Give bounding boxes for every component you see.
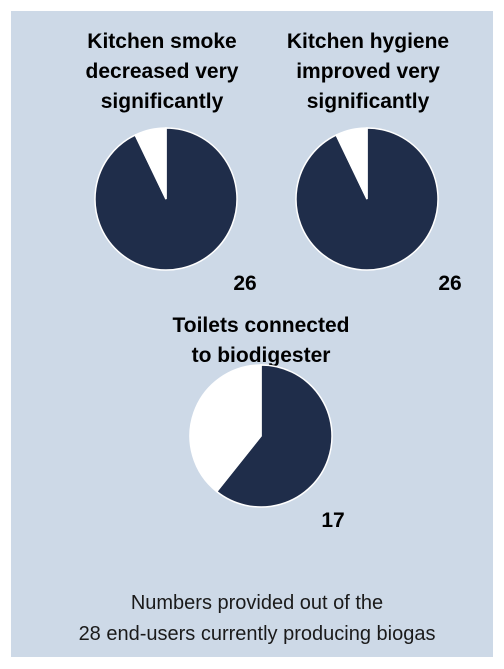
pie-title-line: to biodigester xyxy=(192,344,331,367)
pie-slices xyxy=(189,364,333,508)
pie-title-line: Toilets connected xyxy=(173,314,350,337)
pie-data-label: 26 xyxy=(438,272,461,295)
pie-slices xyxy=(295,127,439,271)
pie-data-label: 26 xyxy=(233,272,256,295)
pie-data-label: 17 xyxy=(321,509,344,532)
pie-title-line: significantly xyxy=(307,90,430,113)
pie-slice-no xyxy=(189,364,262,493)
pie-chart-kitchen-smoke: Kitchen smoke decreased very significant… xyxy=(86,30,257,295)
footnote-line-2: 28 end-users currently producing biogas xyxy=(79,623,436,645)
pie-slice-yes xyxy=(215,364,333,508)
footnote-line-1: Numbers provided out of the xyxy=(131,592,383,614)
pie-title-line: significantly xyxy=(101,90,224,113)
pie-title-line: improved very xyxy=(296,60,440,83)
pie-title-line: Kitchen hygiene xyxy=(287,30,449,53)
pie-title-line: Kitchen smoke xyxy=(87,30,236,53)
pie-chart-kitchen-hygiene: Kitchen hygiene improved very significan… xyxy=(287,30,462,295)
chart-panel xyxy=(11,11,493,657)
pie-slices xyxy=(94,127,238,271)
pie-slice-no xyxy=(134,127,167,200)
pie-chart-toilets-connected: Toilets connected to biodigester 17 xyxy=(173,314,350,532)
pie-slice-no xyxy=(335,127,368,200)
pie-title-line: decreased very xyxy=(86,60,239,83)
